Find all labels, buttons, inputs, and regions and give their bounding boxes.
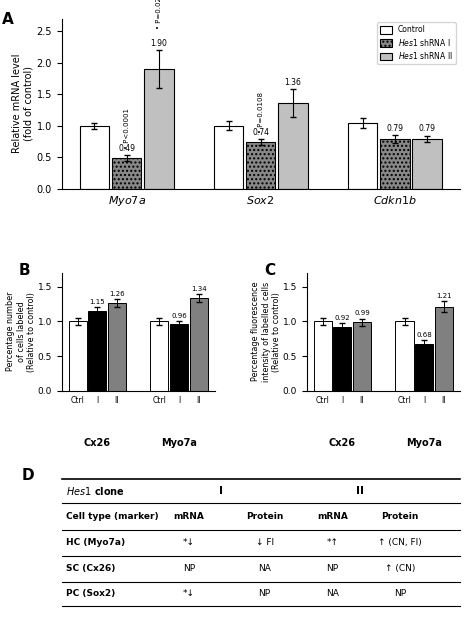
Bar	[380, 139, 410, 189]
Bar	[112, 158, 141, 189]
Text: B: B	[19, 263, 30, 278]
Bar	[69, 321, 87, 391]
Bar	[80, 126, 109, 189]
Text: • P<0.0001: • P<0.0001	[124, 108, 130, 149]
Text: Protein: Protein	[246, 512, 283, 521]
Text: 0.49: 0.49	[118, 144, 135, 153]
Legend: Control, $\it{Hes1}$ shRNA I, $\it{Hes1}$ shRNA II: Control, $\it{Hes1}$ shRNA I, $\it{Hes1}…	[377, 22, 456, 64]
Text: 1.15: 1.15	[90, 298, 105, 305]
Y-axis label: Relative mRNA level
(fold of control): Relative mRNA level (fold of control)	[12, 54, 34, 153]
Text: I: I	[219, 486, 223, 496]
Text: Cell type (marker): Cell type (marker)	[65, 512, 158, 521]
Bar	[108, 303, 126, 391]
Text: Cx26: Cx26	[329, 438, 356, 448]
Text: NP: NP	[183, 564, 195, 574]
Text: SC (Cx26): SC (Cx26)	[65, 564, 115, 574]
Bar	[314, 321, 332, 391]
Text: II: II	[356, 486, 364, 496]
Text: 0.96: 0.96	[171, 313, 187, 320]
Bar	[150, 321, 168, 391]
Bar	[246, 142, 275, 189]
Text: *↓: *↓	[183, 538, 195, 547]
Text: $\it{Hes1}$ clone: $\it{Hes1}$ clone	[65, 485, 125, 497]
Text: 0.68: 0.68	[416, 332, 432, 338]
Bar	[88, 311, 106, 391]
Text: ↑ (CN, FI): ↑ (CN, FI)	[378, 538, 422, 547]
Text: 1.21: 1.21	[436, 293, 452, 299]
Bar	[395, 321, 413, 391]
Y-axis label: Percentage number
of cells labeled
(Relative to control): Percentage number of cells labeled (Rela…	[6, 292, 36, 371]
Bar	[412, 139, 442, 189]
Text: C: C	[264, 263, 275, 278]
Text: 0.74: 0.74	[252, 127, 269, 137]
Y-axis label: Percentage fluorescence
intensity of labelled cells
(Relative to control): Percentage fluorescence intensity of lab…	[251, 282, 281, 382]
Bar	[214, 126, 243, 189]
Text: 1.36: 1.36	[284, 78, 301, 87]
Text: *↑: *↑	[327, 538, 338, 547]
Text: Protein: Protein	[382, 512, 419, 521]
Text: NA: NA	[258, 564, 271, 574]
Text: • P=0.0260: • P=0.0260	[156, 0, 162, 28]
Bar	[144, 69, 173, 189]
Text: 1.90: 1.90	[150, 38, 167, 48]
Text: NP: NP	[326, 564, 338, 574]
Text: 0.79: 0.79	[386, 124, 403, 133]
Text: *↓: *↓	[183, 590, 195, 598]
Bar	[353, 322, 371, 391]
Bar	[190, 298, 208, 391]
Text: D: D	[22, 468, 35, 483]
Bar	[333, 327, 351, 391]
Bar	[435, 307, 453, 391]
Text: Myo7a: Myo7a	[406, 438, 442, 448]
Bar	[170, 324, 188, 391]
Text: NP: NP	[394, 590, 406, 598]
Text: Cx26: Cx26	[84, 438, 111, 448]
Text: HC (Myo7a): HC (Myo7a)	[65, 538, 125, 547]
Text: 0.79: 0.79	[419, 124, 436, 133]
Text: ↓ FI: ↓ FI	[255, 538, 274, 547]
Text: 1.26: 1.26	[109, 291, 125, 297]
Text: 1.34: 1.34	[191, 286, 207, 292]
Text: NP: NP	[259, 590, 271, 598]
Bar	[278, 103, 308, 189]
Text: NA: NA	[326, 590, 339, 598]
Text: 0.92: 0.92	[335, 315, 350, 321]
Text: PC (Sox2): PC (Sox2)	[65, 590, 115, 598]
Text: A: A	[2, 12, 14, 27]
Text: mRNA: mRNA	[173, 512, 204, 521]
Text: • P=0.0108: • P=0.0108	[258, 91, 264, 133]
Text: 0.99: 0.99	[354, 310, 370, 316]
Bar	[415, 344, 433, 391]
Text: Myo7a: Myo7a	[161, 438, 197, 448]
Bar	[348, 122, 377, 189]
Text: mRNA: mRNA	[317, 512, 348, 521]
Text: ↑ (CN): ↑ (CN)	[385, 564, 415, 574]
